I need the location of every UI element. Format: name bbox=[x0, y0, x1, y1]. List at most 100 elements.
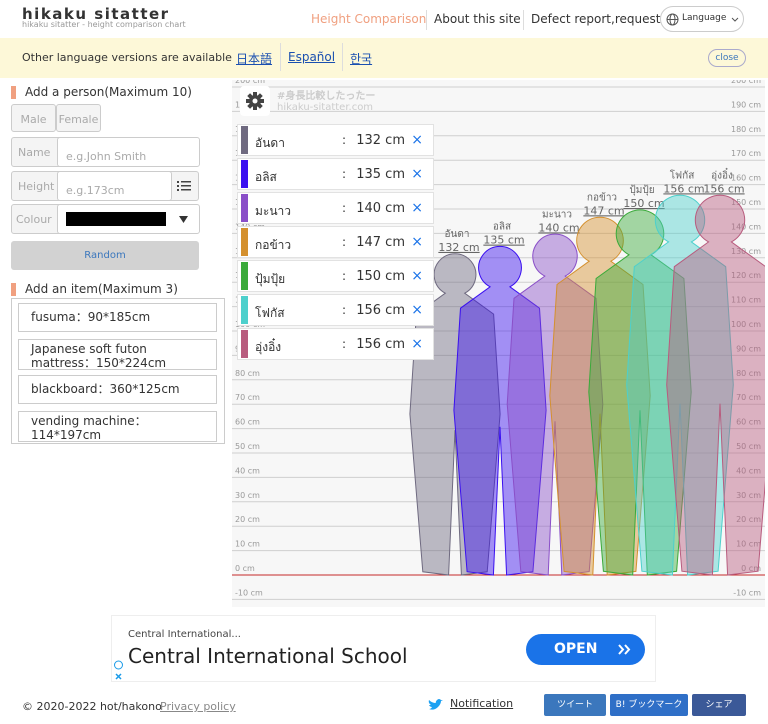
remove-button[interactable]: × bbox=[411, 200, 423, 216]
person-row[interactable]: ปุ้มปุ้ย:150 cm × bbox=[237, 260, 434, 292]
ruler-label: 10 cm bbox=[235, 540, 260, 549]
share-label: ツイート bbox=[544, 694, 606, 716]
remove-button[interactable]: × bbox=[411, 234, 423, 250]
name-field: Name e.g.John Smith bbox=[11, 137, 200, 167]
separator: : bbox=[342, 235, 347, 249]
person-silhouette bbox=[588, 209, 692, 576]
color-swatch bbox=[241, 330, 248, 358]
privacy-link[interactable]: Privacy policy bbox=[160, 700, 236, 713]
logo[interactable]: hikaku sitatter bbox=[22, 5, 170, 23]
facebook-button[interactable]: シェア bbox=[692, 694, 746, 716]
person-height: 156 cm bbox=[703, 182, 744, 195]
item[interactable]: Japanese soft futon mattress：150*224cm bbox=[18, 339, 217, 370]
ruler-label: 160 cm bbox=[731, 174, 761, 183]
ruler-label: 80 cm bbox=[736, 369, 761, 378]
gender-label: Female bbox=[58, 113, 99, 126]
ruler-label: 50 cm bbox=[736, 442, 761, 451]
person-height: 147 cm bbox=[356, 235, 405, 250]
share-label: B! ブックマーク bbox=[610, 694, 688, 716]
random-button[interactable]: Random bbox=[11, 241, 199, 270]
ruler-label: 60 cm bbox=[235, 418, 260, 427]
colour-select[interactable] bbox=[57, 204, 200, 234]
person-row[interactable]: อันดา:132 cm × bbox=[237, 124, 434, 156]
person-row[interactable]: โฟกัส:156 cm × bbox=[237, 294, 434, 326]
ruler-label: 80 cm bbox=[235, 369, 260, 378]
person-silhouette bbox=[506, 233, 604, 576]
remove-button[interactable]: × bbox=[411, 302, 423, 318]
person-name: อุ่งอิ๋ง bbox=[711, 167, 733, 181]
field-label: Colour bbox=[16, 213, 52, 226]
ruler-label: 110 cm bbox=[731, 296, 761, 305]
person-row[interactable]: อุ่งอิ๋ง:156 cm × bbox=[237, 328, 434, 360]
gender-button[interactable]: Female bbox=[56, 104, 101, 132]
section-title: Add an item(Maximum 3) bbox=[25, 282, 178, 296]
close-button[interactable]: close bbox=[708, 49, 746, 67]
color-swatch bbox=[241, 160, 248, 188]
person-name: มะนาว bbox=[255, 204, 292, 218]
person-height: 140 cm bbox=[538, 221, 579, 234]
person-silhouette bbox=[626, 194, 734, 576]
ruler-label: 200 cm bbox=[235, 80, 265, 85]
ad-open-button[interactable]: OPEN bbox=[526, 634, 645, 665]
divider bbox=[280, 43, 281, 71]
section-marker bbox=[11, 86, 16, 99]
item[interactable]: blackboard：360*125cm bbox=[18, 375, 217, 404]
person-height: 140 cm bbox=[356, 201, 405, 216]
chevrons bbox=[618, 644, 631, 655]
remove-button[interactable]: × bbox=[411, 336, 423, 352]
ad-button-label: OPEN bbox=[554, 641, 598, 657]
remove-button[interactable]: × bbox=[411, 268, 423, 284]
color-swatch bbox=[241, 262, 248, 290]
nav-link[interactable]: About this site bbox=[434, 12, 521, 26]
ruler-label: 30 cm bbox=[736, 491, 761, 500]
height-input[interactable]: e.g.173cm bbox=[57, 171, 172, 201]
language-link[interactable]: 日本語 bbox=[236, 52, 273, 66]
placeholder: e.g.173cm bbox=[66, 184, 125, 197]
person-row[interactable]: มะนาว:140 cm × bbox=[237, 192, 434, 224]
person-height: 156 cm bbox=[356, 337, 405, 352]
watermark: hikaku-sitatter.com bbox=[277, 102, 373, 113]
list-icon[interactable] bbox=[177, 179, 191, 193]
person-height: 135 cm bbox=[356, 167, 405, 182]
ruler-label: 150 cm bbox=[731, 198, 761, 207]
divider bbox=[342, 43, 343, 71]
globe-icon bbox=[666, 13, 679, 26]
placeholder: e.g.John Smith bbox=[66, 150, 147, 163]
colour-swatch bbox=[66, 212, 166, 226]
item[interactable]: vending machine：114*197cm bbox=[18, 411, 217, 442]
person-silhouette bbox=[453, 245, 547, 576]
language-label: Language bbox=[682, 13, 727, 23]
ruler-label: 40 cm bbox=[736, 466, 761, 475]
ruler-label: 20 cm bbox=[235, 515, 260, 524]
color-swatch bbox=[241, 228, 248, 256]
person-name: โฟกัส bbox=[670, 168, 695, 181]
gender-button[interactable]: Male bbox=[11, 104, 56, 132]
nav-link[interactable]: Defect report,request bbox=[531, 12, 661, 26]
copyright: © 2020-2022 hot/hakono bbox=[22, 700, 162, 713]
item[interactable]: fusuma：90*185cm bbox=[18, 303, 217, 332]
name-input[interactable]: e.g.John Smith bbox=[57, 137, 200, 167]
height-chart: #身長比較したったー hikaku-sitatter.com -10 cm -10… bbox=[232, 80, 765, 607]
bookmark-button[interactable]: B! ブックマーク bbox=[610, 694, 688, 716]
gear-icon bbox=[246, 92, 264, 110]
separator: : bbox=[342, 167, 347, 181]
language-link[interactable]: Español bbox=[288, 50, 336, 64]
nav-link[interactable]: Height Comparison bbox=[311, 12, 427, 26]
ad-banner[interactable]: Central International... Central Interna… bbox=[111, 615, 656, 682]
person-row[interactable]: อลิส:135 cm × bbox=[237, 158, 434, 190]
section-marker bbox=[11, 283, 16, 296]
person-name: กอข้าว bbox=[587, 191, 617, 203]
person-row[interactable]: กอข้าว:147 cm × bbox=[237, 226, 434, 258]
language-select[interactable]: Language bbox=[660, 6, 744, 32]
notification-link[interactable]: Notification bbox=[450, 697, 514, 710]
ruler-label: 10 cm bbox=[736, 540, 761, 549]
language-link[interactable]: 한국 bbox=[350, 52, 373, 66]
separator: : bbox=[342, 201, 347, 215]
settings-button[interactable] bbox=[240, 86, 270, 116]
remove-button[interactable]: × bbox=[411, 132, 423, 148]
tweet-button[interactable]: ツイート bbox=[544, 694, 606, 716]
person-height: 132 cm bbox=[438, 241, 479, 254]
remove-button[interactable]: × bbox=[411, 166, 423, 182]
ruler-label: 50 cm bbox=[235, 442, 260, 451]
color-swatch bbox=[241, 296, 248, 324]
